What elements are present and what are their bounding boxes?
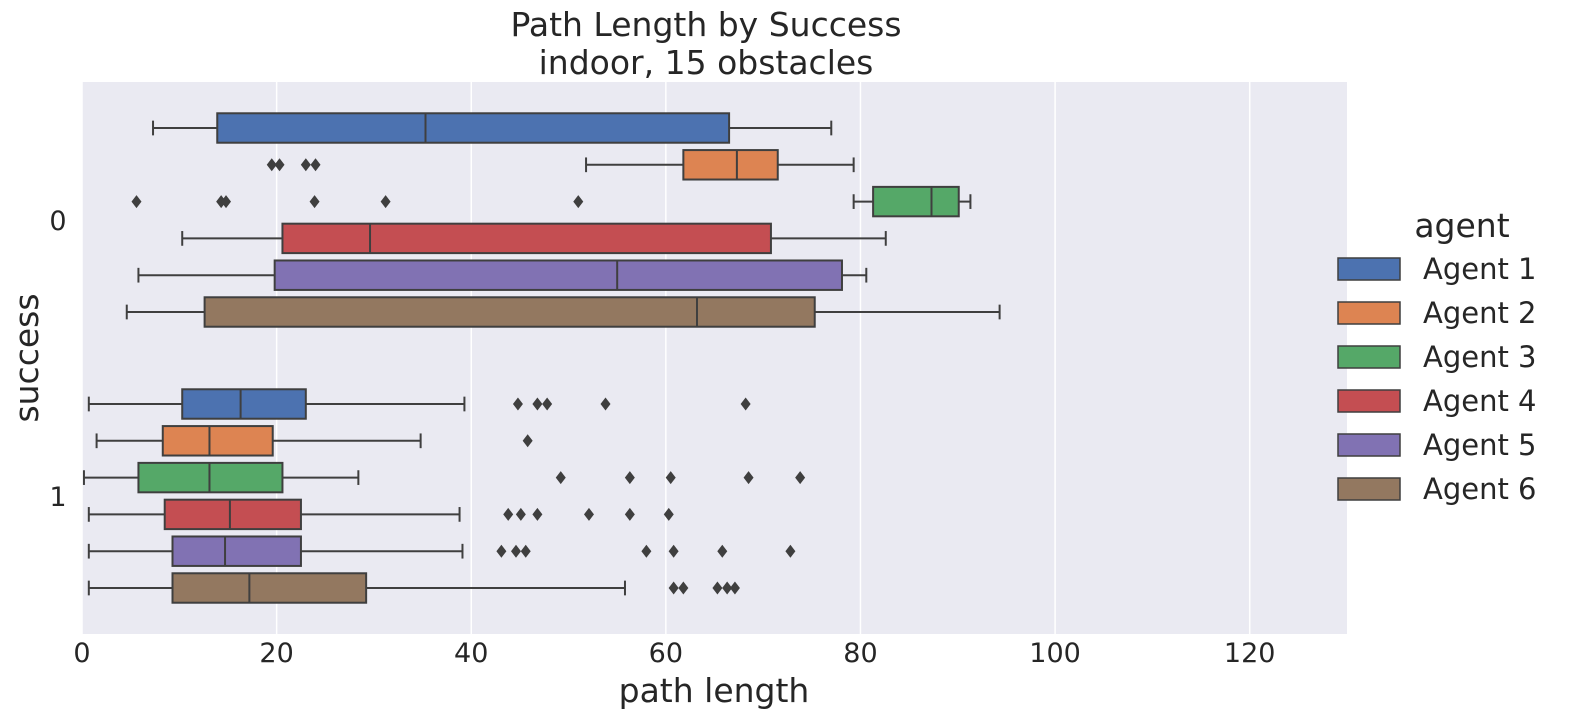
box-agent-3-success-0: [131, 185, 972, 218]
x-axis-label: path length: [619, 671, 810, 710]
iqr-box: [161, 425, 274, 457]
y-tick-label-1: 1: [49, 482, 66, 513]
outlier-point: [310, 158, 321, 172]
box-agent-4-success-0: [181, 222, 887, 255]
outlier-point: [131, 195, 142, 209]
legend-label: Agent 5: [1423, 428, 1537, 462]
legend-swatch: [1337, 477, 1401, 501]
legend-swatch: [1337, 433, 1401, 457]
outlier-point: [522, 434, 533, 448]
outlier-point: [717, 544, 728, 558]
x-tick-label-120: 120: [1224, 638, 1276, 669]
legend-item-agent-5: Agent 5: [1337, 428, 1537, 462]
x-tick-label-80: 80: [843, 638, 877, 669]
outlier-point: [221, 195, 232, 209]
outlier-point: [542, 397, 553, 411]
outlier-point: [665, 471, 676, 485]
legend-label: Agent 6: [1423, 472, 1537, 506]
legend-swatch: [1337, 345, 1401, 369]
legend-swatch: [1337, 301, 1401, 325]
outlier-point: [266, 158, 277, 172]
chart-title: Path Length by Success: [510, 5, 901, 44]
outlier-point: [555, 471, 566, 485]
outlier-point: [712, 581, 723, 595]
box-agent-3-success-1: [82, 461, 806, 494]
legend-item-agent-6: Agent 6: [1337, 472, 1537, 506]
iqr-box: [872, 185, 960, 218]
chart-subtitle: indoor, 15 obstacles: [539, 43, 874, 82]
outlier-point: [510, 544, 521, 558]
outlier-point: [496, 544, 507, 558]
box-agent-5-success-1: [87, 535, 796, 567]
outlier-point: [503, 507, 514, 521]
iqr-box: [216, 112, 731, 144]
box-agent-1-success-1: [87, 388, 751, 420]
outlier-point: [624, 507, 635, 521]
legend-title: agent: [1414, 206, 1509, 245]
legend: agent Agent 1 Agent 2 Agent 3 Agent 4 Agent …: [1337, 206, 1537, 506]
outlier-point: [668, 581, 679, 595]
outlier-point: [515, 507, 526, 521]
iqr-box: [181, 388, 307, 420]
iqr-box: [163, 498, 302, 531]
outlier-point: [309, 195, 320, 209]
y-axis-label: success: [7, 293, 46, 422]
x-tick-label-100: 100: [1029, 638, 1081, 669]
outlier-point: [300, 158, 311, 172]
x-tick-label-40: 40: [454, 638, 488, 669]
iqr-box: [203, 296, 816, 328]
iqr-box: [171, 572, 368, 604]
box-agent-2-success-0: [266, 149, 855, 181]
outlier-point: [729, 581, 740, 595]
outlier-point: [624, 471, 635, 485]
box-agent-4-success-1: [87, 498, 674, 531]
x-tick-label-60: 60: [649, 638, 683, 669]
outlier-point: [512, 397, 523, 411]
grid-lines: [81, 82, 1251, 634]
outlier-point: [583, 507, 594, 521]
outlier-point: [532, 507, 543, 521]
outlier-point: [663, 507, 674, 521]
outlier-point: [532, 397, 543, 411]
x-tick-label-20: 20: [259, 638, 293, 669]
legend-label: Agent 1: [1423, 252, 1537, 286]
box-agent-1-success-0: [152, 112, 833, 144]
outlier-point: [785, 544, 796, 558]
iqr-box: [171, 535, 302, 567]
outlier-point: [520, 544, 531, 558]
y-tick-labels: 01: [49, 206, 66, 513]
box-agent-6-success-1: [87, 572, 740, 604]
box-agent-5-success-0: [137, 259, 868, 291]
outlier-point: [743, 471, 754, 485]
x-tick-labels: 0 20 40 60 80 100 120: [73, 638, 1275, 669]
legend-item-agent-2: Agent 2: [1337, 296, 1537, 330]
box-agent-6-success-0: [125, 296, 1001, 328]
outlier-point: [795, 471, 806, 485]
legend-label: Agent 3: [1423, 340, 1537, 374]
box-agent-2-success-1: [95, 425, 533, 457]
legend-item-agent-4: Agent 4: [1337, 384, 1537, 418]
outlier-point: [722, 581, 733, 595]
legend-label: Agent 2: [1423, 296, 1537, 330]
iqr-box: [281, 222, 772, 255]
boxes: [82, 112, 1001, 604]
iqr-box: [273, 259, 843, 291]
legend-swatch: [1337, 389, 1401, 413]
legend-label: Agent 4: [1423, 384, 1537, 418]
legend-item-agent-1: Agent 1: [1337, 252, 1537, 286]
outlier-point: [600, 397, 611, 411]
iqr-box: [682, 149, 779, 181]
x-tick-label-0: 0: [73, 638, 90, 669]
outlier-point: [641, 544, 652, 558]
legend-swatch: [1337, 257, 1401, 281]
outlier-point: [274, 158, 285, 172]
outlier-point: [573, 195, 584, 209]
outlier-point: [668, 544, 679, 558]
outlier-point: [678, 581, 689, 595]
legend-item-agent-3: Agent 3: [1337, 340, 1537, 374]
outlier-point: [380, 195, 391, 209]
y-tick-label-0: 0: [49, 206, 66, 237]
outlier-point: [740, 397, 751, 411]
